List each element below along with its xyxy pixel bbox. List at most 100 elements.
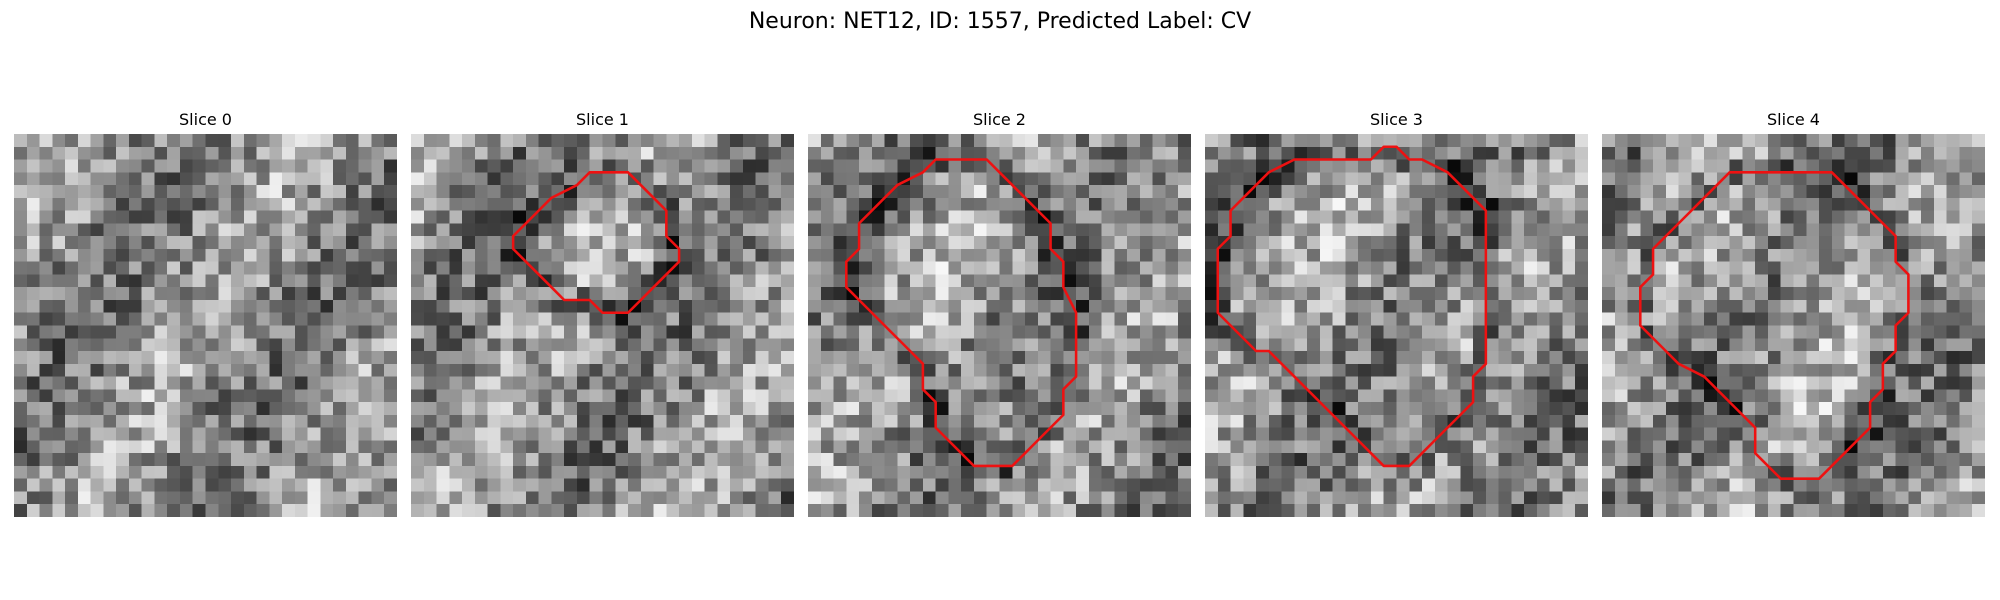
pixel [1627, 248, 1641, 262]
pixel [358, 414, 372, 428]
pixel [1614, 134, 1628, 148]
pixel [1268, 491, 1282, 505]
pixel [192, 185, 206, 199]
pixel [538, 338, 552, 352]
pixel [999, 146, 1013, 160]
pixel [1230, 389, 1244, 403]
pixel [307, 504, 321, 517]
pixel [1691, 134, 1705, 148]
pixel [1844, 351, 1858, 365]
pixel [1447, 402, 1461, 416]
pixel [589, 402, 603, 416]
pixel [808, 172, 822, 186]
pixel [90, 248, 104, 262]
pixel [1614, 210, 1628, 224]
pixel [1217, 197, 1231, 211]
pixel [1882, 210, 1896, 224]
pixel [1422, 491, 1436, 505]
pixel [1345, 414, 1359, 428]
pixel [859, 504, 873, 517]
pixel [1627, 172, 1641, 186]
pixel [436, 248, 450, 262]
pixel [1640, 414, 1654, 428]
pixel [1653, 261, 1667, 275]
pixel [1921, 402, 1935, 416]
pixel [1933, 325, 1947, 339]
pixel [205, 210, 219, 224]
pixel [116, 197, 130, 211]
pixel [922, 453, 936, 467]
pixel [65, 299, 79, 313]
pixel [423, 236, 437, 250]
pixel [1882, 274, 1896, 288]
pixel [116, 491, 130, 505]
pixel [679, 351, 693, 365]
pixel [1678, 389, 1692, 403]
pixel [256, 351, 270, 365]
pixel [1793, 491, 1807, 505]
pixel [1319, 312, 1333, 326]
pixel [1485, 376, 1499, 390]
pixel [167, 389, 181, 403]
pixel [679, 402, 693, 416]
pixel [1345, 248, 1359, 262]
pixel [1205, 312, 1219, 326]
pixel [39, 376, 53, 390]
pixel [1819, 491, 1833, 505]
pixel [1895, 325, 1909, 339]
pixel [449, 312, 463, 326]
pixel [1063, 172, 1077, 186]
pixel [1383, 453, 1397, 467]
pixel [1294, 325, 1308, 339]
pixel [1473, 312, 1487, 326]
pixel [1243, 287, 1257, 301]
pixel [1256, 338, 1270, 352]
pixel [691, 134, 705, 148]
pixel [1921, 453, 1935, 467]
pixel [474, 236, 488, 250]
pixel [192, 465, 206, 479]
pixel [691, 159, 705, 173]
pixel [474, 351, 488, 365]
pixel [462, 376, 476, 390]
pixel [141, 402, 155, 416]
pixel [1895, 402, 1909, 416]
pixel [1511, 453, 1525, 467]
pixel [1882, 389, 1896, 403]
pixel [679, 172, 693, 186]
pixel [333, 274, 347, 288]
pixel [1307, 159, 1321, 173]
pixel [487, 134, 501, 148]
pixel [922, 363, 936, 377]
pixel [1857, 210, 1871, 224]
pixel [564, 504, 578, 517]
pixel [1716, 491, 1730, 505]
pixel [1946, 440, 1960, 454]
pixel [1806, 338, 1820, 352]
pixel [1037, 389, 1051, 403]
pixel [935, 414, 949, 428]
pixel [436, 223, 450, 237]
pixel [755, 210, 769, 224]
pixel [1178, 376, 1191, 390]
pixel [781, 465, 794, 479]
pixel [564, 338, 578, 352]
pixel [1614, 287, 1628, 301]
pixel [1127, 325, 1141, 339]
pixel [256, 299, 270, 313]
pixel [371, 299, 385, 313]
pixel [1294, 185, 1308, 199]
pixel [961, 261, 975, 275]
pixel [653, 210, 667, 224]
pixel [1460, 197, 1474, 211]
pixel [1819, 146, 1833, 160]
pixel [730, 248, 744, 262]
pixel [1959, 146, 1973, 160]
pixel [551, 478, 565, 492]
pixel [755, 287, 769, 301]
pixel [423, 261, 437, 275]
pixel [820, 376, 834, 390]
pixel [52, 236, 66, 250]
pixel [1640, 465, 1654, 479]
pixel [1307, 197, 1321, 211]
